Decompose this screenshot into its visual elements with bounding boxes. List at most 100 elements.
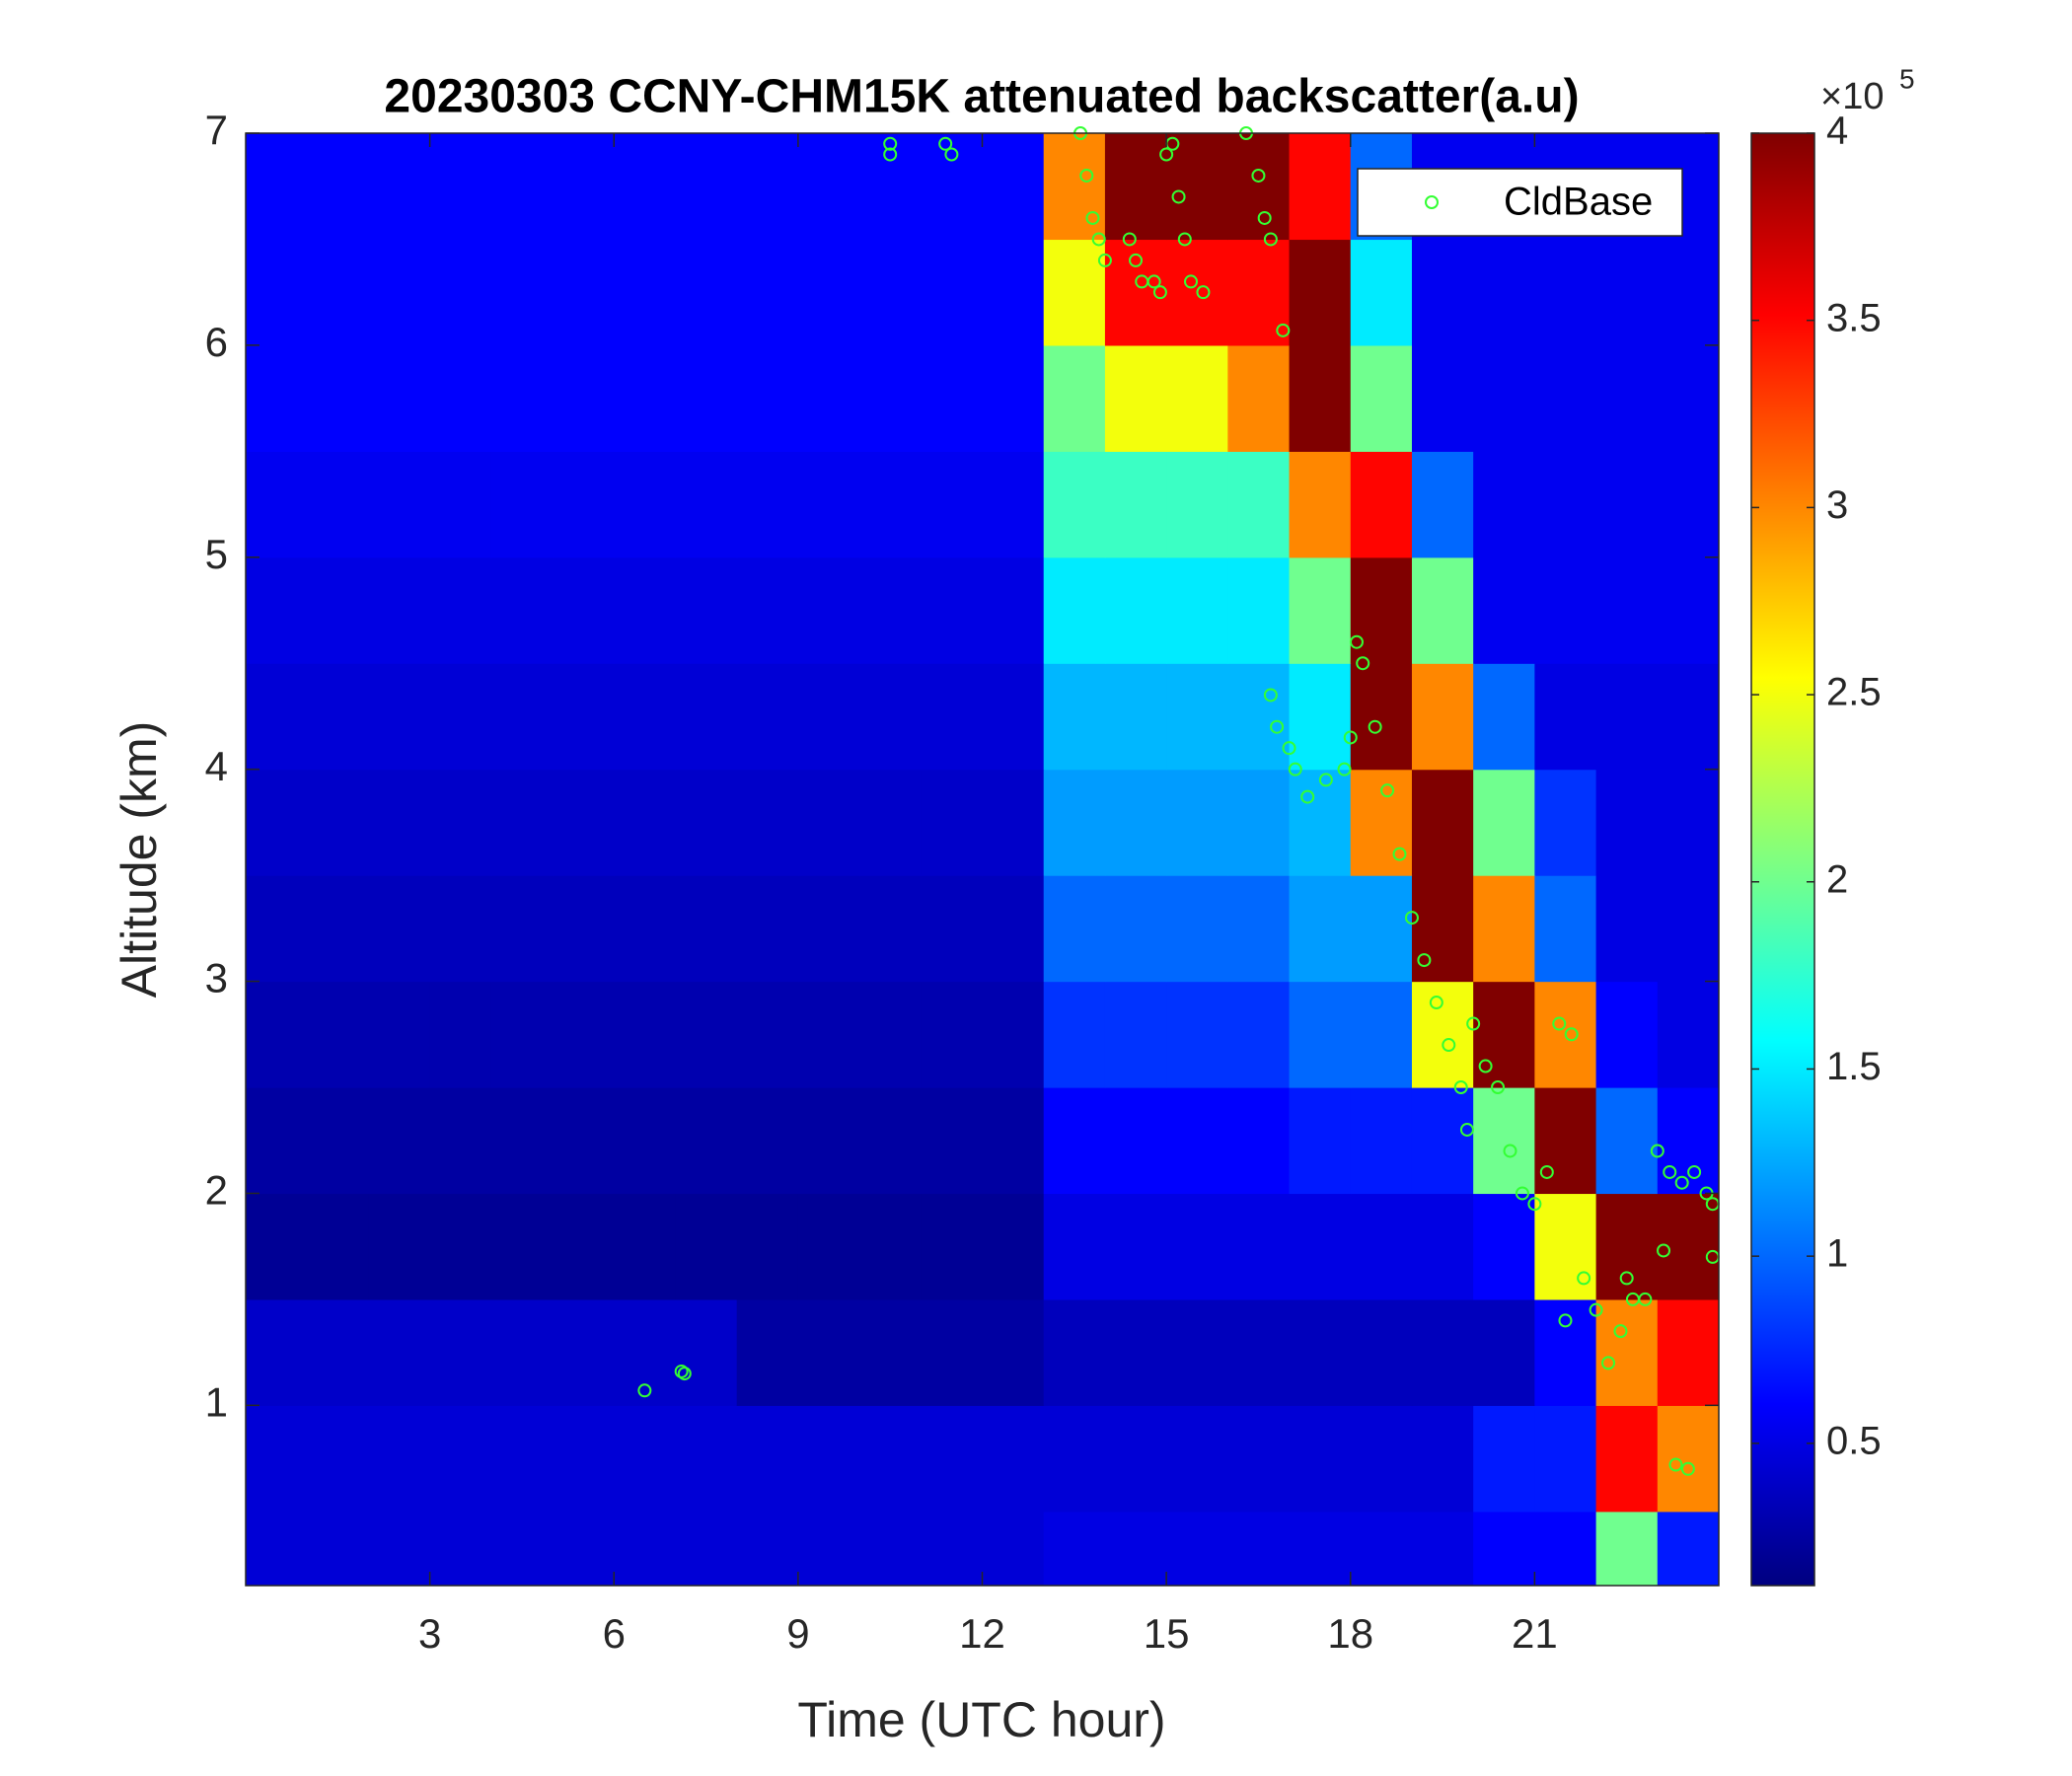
heat-cell (1657, 239, 1719, 346)
cloud-base-point (1668, 1457, 1683, 1472)
heat-cell (736, 875, 799, 983)
heat-cell (859, 981, 922, 1088)
heat-cell (1043, 1193, 1106, 1300)
heat-cell (1534, 875, 1597, 983)
heat-cell (307, 1511, 370, 1586)
heat-cell (1534, 1511, 1597, 1586)
heat-cell (429, 556, 492, 664)
heat-cell (1227, 1087, 1291, 1195)
heat-cell (429, 1193, 492, 1300)
heat-cell (614, 1193, 677, 1300)
heat-cell (553, 451, 615, 558)
colorbar-tick-label: 3 (1826, 483, 1848, 527)
colorbar-tick-label: 4 (1826, 110, 1848, 153)
heat-cell (1043, 875, 1106, 983)
heat-cell (553, 133, 615, 241)
heat-cell (1289, 556, 1352, 664)
heat-cell (859, 239, 922, 346)
heat-cell (921, 1087, 984, 1195)
heat-cell (1043, 1087, 1106, 1195)
cloud-base-point (1085, 210, 1100, 225)
heat-cell (675, 133, 738, 241)
heat-cell (429, 344, 492, 452)
heat-cell (1534, 663, 1597, 771)
heat-cell (859, 451, 922, 558)
heat-cell (490, 1405, 554, 1513)
heat-cell (1043, 451, 1106, 558)
heat-cell (1166, 1193, 1228, 1300)
heat-cell (1595, 875, 1659, 983)
heat-cell (1411, 875, 1474, 983)
heat-cell (1350, 1511, 1413, 1586)
heat-cell (982, 875, 1045, 983)
heat-cell (246, 769, 308, 876)
heat-cell (1043, 344, 1106, 452)
heat-cell (614, 875, 677, 983)
heat-cell (1657, 556, 1719, 664)
heat-cell (429, 875, 492, 983)
cloud-base-point (1184, 274, 1199, 289)
cloud-base-point (1442, 1038, 1456, 1053)
heat-cell (1289, 1405, 1352, 1513)
cloud-base-point (1552, 1016, 1567, 1031)
heat-cell (553, 875, 615, 983)
heat-cell (1166, 981, 1228, 1088)
heat-cell (736, 239, 799, 346)
heat-cell (614, 451, 677, 558)
cloud-base-point (1159, 147, 1174, 162)
heat-cell (736, 769, 799, 876)
colorbar-tick-label: 1 (1826, 1232, 1848, 1276)
heat-cell (307, 556, 370, 664)
heat-cell (1166, 1298, 1228, 1406)
heat-cell (1534, 556, 1597, 664)
colorbar-multiplier: ×10 (1820, 76, 1884, 117)
heat-cell (368, 344, 431, 452)
cloud-base-point (1129, 253, 1144, 267)
heat-cell (429, 239, 492, 346)
heat-cell (1043, 663, 1106, 771)
heat-cell (921, 1405, 984, 1513)
heat-cell (307, 133, 370, 241)
heat-cell (490, 239, 554, 346)
heat-cell (1104, 663, 1167, 771)
heat-cell (1657, 875, 1719, 983)
heat-cell (246, 663, 308, 771)
heat-cell (1043, 1298, 1106, 1406)
heat-cell (246, 981, 308, 1088)
heat-cell (1595, 556, 1659, 664)
heat-cell (982, 344, 1045, 452)
cloud-base-point (1417, 953, 1432, 968)
heat-cell (1534, 1193, 1597, 1300)
heat-cell (490, 344, 554, 452)
heat-cell (1104, 239, 1167, 346)
heat-cell (614, 556, 677, 664)
colorbar (1750, 132, 1815, 1587)
heat-cell (675, 1087, 738, 1195)
y-tick-label: 5 (205, 531, 228, 577)
heat-cell (797, 1087, 860, 1195)
heat-cell (797, 451, 860, 558)
y-tick-label: 4 (205, 743, 228, 789)
heat-cell (736, 1511, 799, 1586)
heat-cell (614, 133, 677, 241)
heat-cell (1104, 1087, 1167, 1195)
heat-cell (368, 1193, 431, 1300)
heat-cell (736, 1193, 799, 1300)
cloud-base-point (883, 136, 898, 151)
heat-cell (1473, 451, 1535, 558)
heat-cell (429, 1298, 492, 1406)
heat-cell (1411, 1193, 1474, 1300)
heat-cell (1104, 451, 1167, 558)
legend-label: CldBase (1504, 181, 1653, 224)
x-tick-label: 3 (418, 1610, 441, 1657)
cloud-base-point (1152, 285, 1167, 300)
heat-cell (368, 663, 431, 771)
heat-cell (797, 875, 860, 983)
colorbar-tick-label: 2.5 (1826, 671, 1882, 714)
heat-cell (553, 1298, 615, 1406)
heat-cell (1166, 344, 1228, 452)
heat-cell (921, 1298, 984, 1406)
heat-cell (246, 344, 308, 452)
heat-cell (921, 875, 984, 983)
heat-cell (1227, 239, 1291, 346)
